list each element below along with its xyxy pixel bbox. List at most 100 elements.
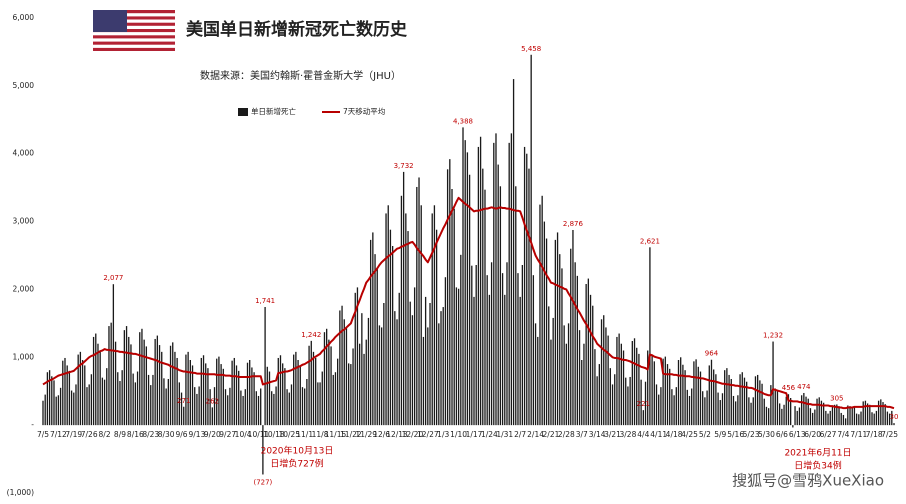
bar: [781, 408, 783, 426]
bar: [532, 275, 535, 426]
bar: [396, 319, 398, 426]
bar: [464, 140, 466, 426]
bar: [871, 412, 873, 426]
bar: [669, 368, 671, 426]
bar: [726, 368, 728, 426]
bar: [216, 358, 218, 426]
bar: [343, 319, 345, 426]
bar: [389, 229, 392, 426]
bar: [891, 410, 893, 426]
bar: [169, 345, 172, 426]
bar: [53, 380, 55, 426]
bar: [365, 339, 367, 426]
bar: [380, 327, 383, 426]
bar: [315, 357, 317, 426]
bar: [339, 310, 341, 426]
y-tick-label: 5,000: [13, 81, 35, 90]
bar: [196, 393, 198, 426]
x-tick-label: 8/30: [158, 430, 175, 439]
bar: [321, 371, 323, 426]
bar: [293, 354, 295, 426]
legend-label: 7天移动平均: [343, 106, 385, 116]
bar: [376, 268, 378, 426]
bar: [70, 390, 73, 426]
bar: [671, 389, 673, 426]
bar: [840, 412, 842, 426]
bar: [609, 368, 611, 426]
bar: [704, 397, 706, 426]
bar: [583, 343, 585, 426]
bar: [664, 356, 666, 426]
bar: [354, 292, 356, 426]
bar-series: [42, 54, 895, 475]
bar: [519, 296, 521, 426]
x-tick-label: 7/11: [850, 430, 867, 439]
bar: [378, 325, 381, 426]
bar: [875, 410, 878, 426]
bar: [455, 287, 458, 426]
bar: [413, 287, 416, 426]
bar: [644, 381, 647, 426]
bar: [238, 370, 240, 426]
bar: [596, 376, 598, 426]
data-label: 5,458: [521, 45, 541, 53]
bar: [51, 376, 53, 426]
bar: [636, 347, 638, 426]
bar: [402, 171, 405, 426]
bar: [356, 287, 359, 426]
x-tick-label: 6/13: [789, 430, 806, 439]
bar: [570, 248, 572, 426]
x-tick-label: 2/28: [558, 430, 575, 439]
bar: [438, 323, 440, 426]
bar: [205, 363, 207, 426]
bar: [589, 294, 592, 426]
x-tick-label: 8/16: [127, 430, 144, 439]
bar: [46, 372, 49, 426]
bar: [844, 418, 847, 426]
bar: [499, 186, 502, 426]
x-tick-label: 5/16: [727, 430, 744, 439]
bar: [605, 327, 607, 426]
bar: [807, 398, 809, 426]
y-tick-label: 3,000: [13, 217, 35, 226]
bar: [515, 186, 517, 426]
bar: [200, 357, 202, 426]
bar: [864, 400, 867, 426]
bar: [686, 389, 688, 426]
x-tick-label: 1/31: [496, 430, 513, 439]
bar: [836, 404, 838, 426]
watermark: 搜狐号@雪鸦XueXiao: [732, 472, 884, 490]
bar: [475, 265, 477, 426]
bar: [147, 374, 150, 426]
bar: [405, 213, 407, 426]
bar: [607, 335, 609, 426]
x-tick-label: 10/25: [278, 430, 300, 439]
bar: [765, 406, 768, 426]
bar: [847, 405, 849, 426]
bar: [246, 362, 249, 426]
bar: [869, 404, 871, 426]
bar: [310, 340, 312, 426]
bar: [888, 413, 891, 426]
x-tick-label: 11/15: [325, 430, 347, 439]
bar: [334, 372, 337, 426]
bar: [728, 374, 730, 426]
x-tick-label: 3/14: [589, 430, 606, 439]
bar: [688, 395, 691, 426]
bar: [446, 169, 449, 426]
bar: [785, 396, 787, 426]
bar: [163, 378, 165, 426]
chart-title: 美国单日新增新冠死亡数历史: [186, 19, 408, 40]
data-label: 456: [782, 384, 796, 392]
bar: [227, 395, 229, 426]
bar: [198, 386, 200, 426]
x-tick-label: 7/26: [81, 430, 98, 439]
bar: [495, 133, 497, 426]
bar: [117, 372, 119, 426]
x-tick-label: 3/28: [620, 430, 637, 439]
bar: [139, 332, 141, 426]
bar: [112, 284, 115, 426]
bar: [741, 372, 743, 426]
bar: [358, 343, 361, 426]
